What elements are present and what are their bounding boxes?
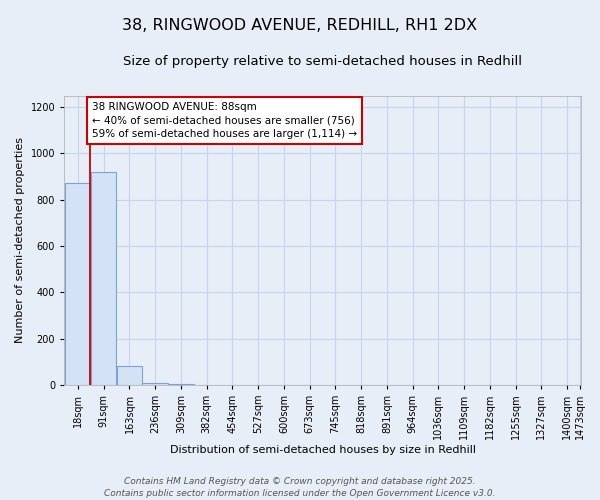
Bar <box>142 383 168 385</box>
Title: Size of property relative to semi-detached houses in Redhill: Size of property relative to semi-detach… <box>123 55 522 68</box>
Bar <box>91 172 116 385</box>
Text: Contains HM Land Registry data © Crown copyright and database right 2025.
Contai: Contains HM Land Registry data © Crown c… <box>104 476 496 498</box>
Bar <box>65 184 91 385</box>
Text: 38 RINGWOOD AVENUE: 88sqm
← 40% of semi-detached houses are smaller (756)
59% of: 38 RINGWOOD AVENUE: 88sqm ← 40% of semi-… <box>92 102 357 139</box>
Y-axis label: Number of semi-detached properties: Number of semi-detached properties <box>15 137 25 343</box>
Bar <box>116 366 142 385</box>
X-axis label: Distribution of semi-detached houses by size in Redhill: Distribution of semi-detached houses by … <box>170 445 476 455</box>
Text: 38, RINGWOOD AVENUE, REDHILL, RH1 2DX: 38, RINGWOOD AVENUE, REDHILL, RH1 2DX <box>122 18 478 32</box>
